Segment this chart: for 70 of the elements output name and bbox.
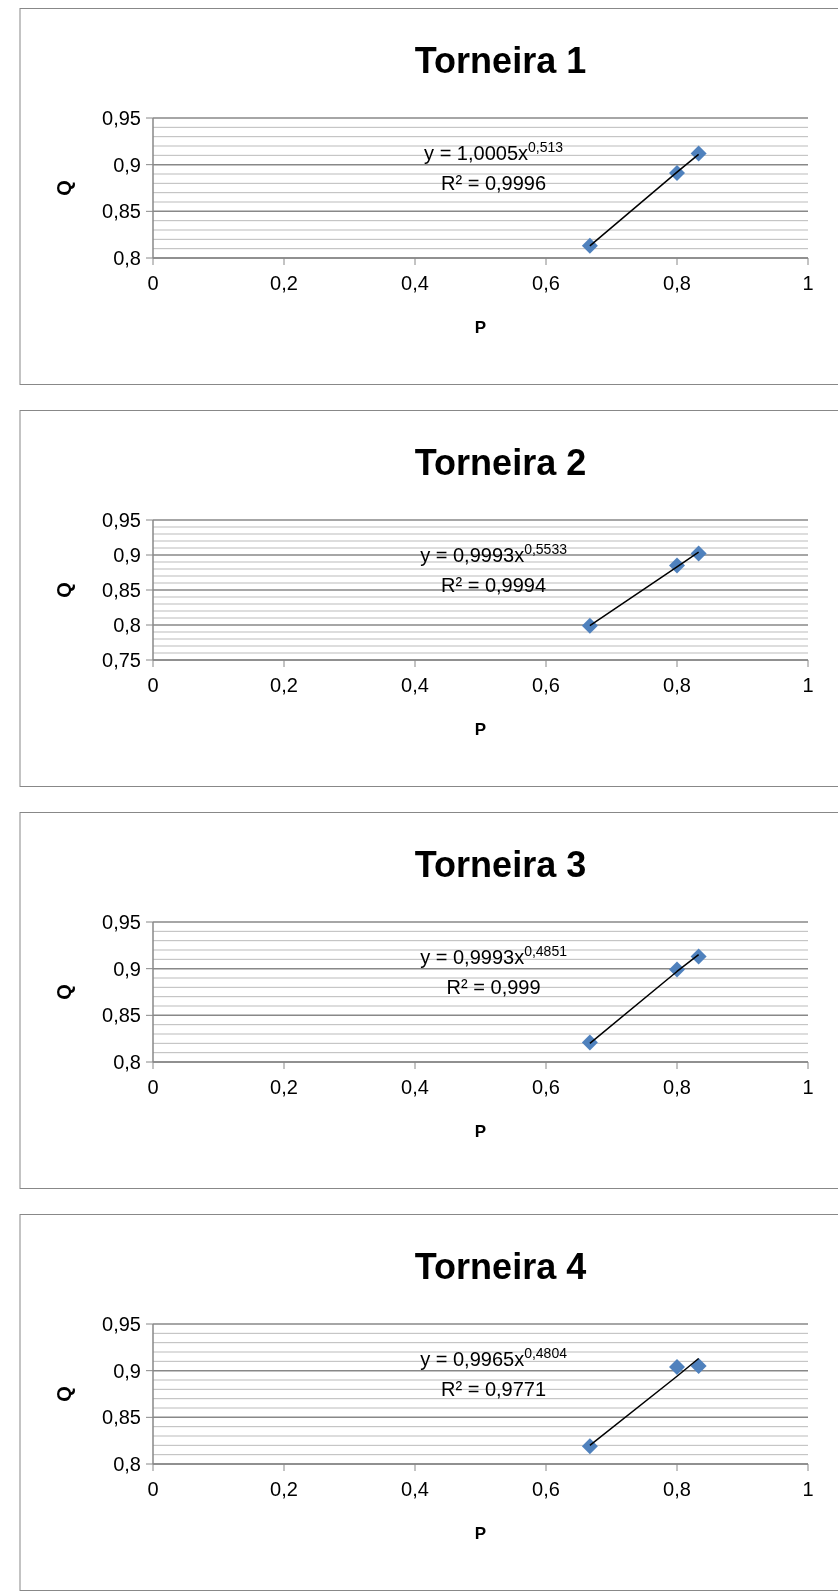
y-axis-title: Q xyxy=(53,582,75,598)
point xyxy=(690,145,707,162)
point xyxy=(690,948,707,965)
x-axis-title: P xyxy=(474,720,487,739)
x-tick-label: 0,6 xyxy=(532,1076,560,1098)
y-tick-label: 0,95 xyxy=(102,107,141,129)
x-tick-label: 1 xyxy=(802,1076,814,1098)
y-tick-label: 0,9 xyxy=(113,153,141,176)
point xyxy=(690,545,707,562)
x-tick-label: 0,8 xyxy=(663,1076,691,1098)
x-tick-label: 0,4 xyxy=(401,1076,429,1098)
annotation: y = 0,9993x$^{0,5533}$ xyxy=(420,541,568,566)
point xyxy=(581,237,598,254)
x-tick-label: 0,6 xyxy=(532,1478,560,1500)
x-tick-label: 0,6 xyxy=(532,674,560,696)
x-tick-label: 0 xyxy=(147,272,159,294)
annotation: y = 1,0005x$^{0,513}$ xyxy=(424,139,564,164)
y-tick-label: 0,8 xyxy=(113,1453,141,1475)
x-tick-label: 0,2 xyxy=(270,1478,298,1500)
y-tick-label: 0,9 xyxy=(113,544,141,566)
point xyxy=(581,1034,598,1051)
point xyxy=(581,617,598,634)
y-axis-title: Q xyxy=(53,984,75,1000)
y-tick-label: 0,85 xyxy=(102,200,141,223)
y-tick-label: 0,95 xyxy=(102,911,141,933)
annotation: R² = 0,9994 xyxy=(441,574,547,596)
y-tick-label: 0,85 xyxy=(102,1004,141,1027)
y-axis-title: Q xyxy=(53,1386,75,1402)
x-tick-label: 1 xyxy=(802,1478,814,1500)
x-axis-title: P xyxy=(474,318,487,337)
point xyxy=(581,1438,598,1455)
annotation: y = 0,9965x$^{0,4804}$ xyxy=(420,1345,568,1370)
y-tick-label: 0,85 xyxy=(102,579,141,601)
x-tick-label: 0,4 xyxy=(401,674,429,696)
chart-title: Torneira 4 xyxy=(414,1246,587,1287)
x-tick-label: 0,8 xyxy=(663,674,691,696)
x-axis-title: P xyxy=(474,1524,487,1543)
x-axis-title: P xyxy=(474,1122,487,1141)
x-tick-label: 0,8 xyxy=(663,1478,691,1500)
x-tick-label: 0,8 xyxy=(663,272,691,294)
y-tick-label: 0,8 xyxy=(113,1051,141,1073)
y-tick-label: 0,95 xyxy=(102,509,141,531)
x-tick-label: 0 xyxy=(147,1076,159,1098)
y-axis-title: Q xyxy=(53,180,75,196)
x-tick-label: 0,4 xyxy=(401,1478,429,1500)
x-tick-label: 1 xyxy=(802,272,814,294)
y-tick-label: 0,9 xyxy=(113,957,141,980)
x-tick-label: 0,2 xyxy=(270,674,298,696)
y-tick-label: 0,9 xyxy=(113,1359,141,1382)
x-tick-label: 1 xyxy=(802,674,814,696)
annotation: R² = 0,999 xyxy=(446,976,541,998)
chart-title: Torneira 1 xyxy=(414,40,587,81)
y-tick-label: 0,75 xyxy=(102,649,141,671)
x-tick-label: 0,4 xyxy=(401,272,429,294)
annotation: R² = 0,9771 xyxy=(441,1378,547,1400)
y-tick-label: 0,8 xyxy=(113,247,141,269)
y-tick-label: 0,95 xyxy=(102,1313,141,1335)
point xyxy=(669,1358,685,1375)
annotation: R² = 0,9996 xyxy=(441,172,547,194)
y-tick-label: 0,8 xyxy=(113,614,141,636)
x-tick-label: 0 xyxy=(147,674,159,696)
chart-title: Torneira 2 xyxy=(414,442,587,483)
annotation: y = 0,9993x$^{0,4851}$ xyxy=(420,943,568,968)
x-tick-label: 0 xyxy=(147,1478,159,1500)
chart-title: Torneira 3 xyxy=(414,844,587,885)
x-tick-label: 0,6 xyxy=(532,272,560,294)
x-tick-label: 0,2 xyxy=(270,1076,298,1098)
x-tick-label: 0,2 xyxy=(270,272,298,294)
point xyxy=(690,1358,707,1374)
y-tick-label: 0,85 xyxy=(102,1406,141,1429)
